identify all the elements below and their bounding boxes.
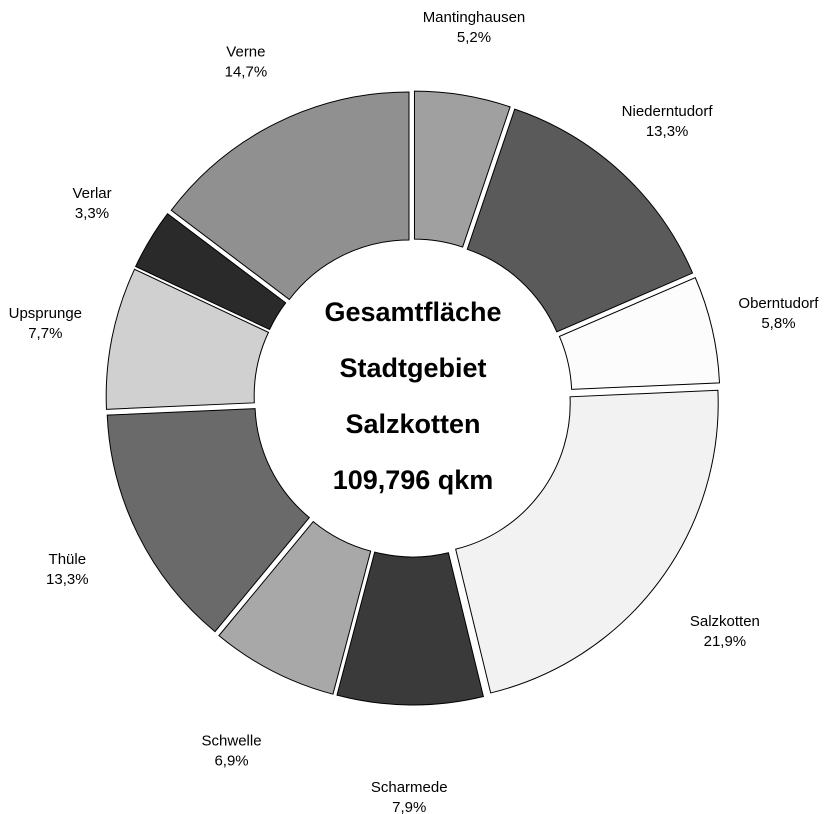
donut-slice — [134, 212, 287, 331]
slice-value-label: 13,3% — [646, 123, 689, 140]
donut-slice — [218, 520, 372, 695]
slice-value-label: 7,7% — [28, 325, 62, 342]
slice-label: Thüle — [49, 551, 87, 568]
slice-label: Salzkotten — [690, 613, 760, 630]
donut-slice — [455, 389, 719, 694]
center-text: Stadtgebiet — [339, 353, 486, 383]
slice-value-label: 5,8% — [761, 315, 795, 332]
slice-label: Oberntudorf — [738, 295, 819, 312]
slice-label: Niederntudorf — [622, 103, 714, 120]
slice-value-label: 21,9% — [704, 633, 747, 650]
slice-label: Mantinghausen — [423, 9, 526, 26]
center-text: 109,796 qkm — [333, 465, 494, 495]
center-text: Salzkotten — [345, 409, 480, 439]
slice-value-label: 5,2% — [457, 29, 491, 46]
donut-slice — [413, 90, 511, 248]
slice-label: Verne — [226, 43, 265, 60]
slice-label: Verlar — [72, 185, 111, 202]
donut-slice — [336, 551, 484, 706]
slice-label: Scharmede — [371, 779, 448, 796]
donut-slice — [558, 276, 721, 390]
slice-value-label: 7,9% — [392, 799, 426, 814]
slice-label: Schwelle — [202, 732, 262, 749]
slice-label: Upsprunge — [9, 305, 82, 322]
donut-slice — [466, 108, 694, 333]
donut-slice — [170, 91, 410, 301]
center-text: Gesamtfläche — [324, 297, 501, 327]
slice-value-label: 6,9% — [214, 752, 248, 769]
slice-value-label: 14,7% — [225, 63, 268, 80]
slice-value-label: 13,3% — [46, 571, 89, 588]
donut-slice — [106, 408, 311, 633]
slice-value-label: 3,3% — [75, 205, 109, 222]
donut-slice — [105, 268, 270, 410]
